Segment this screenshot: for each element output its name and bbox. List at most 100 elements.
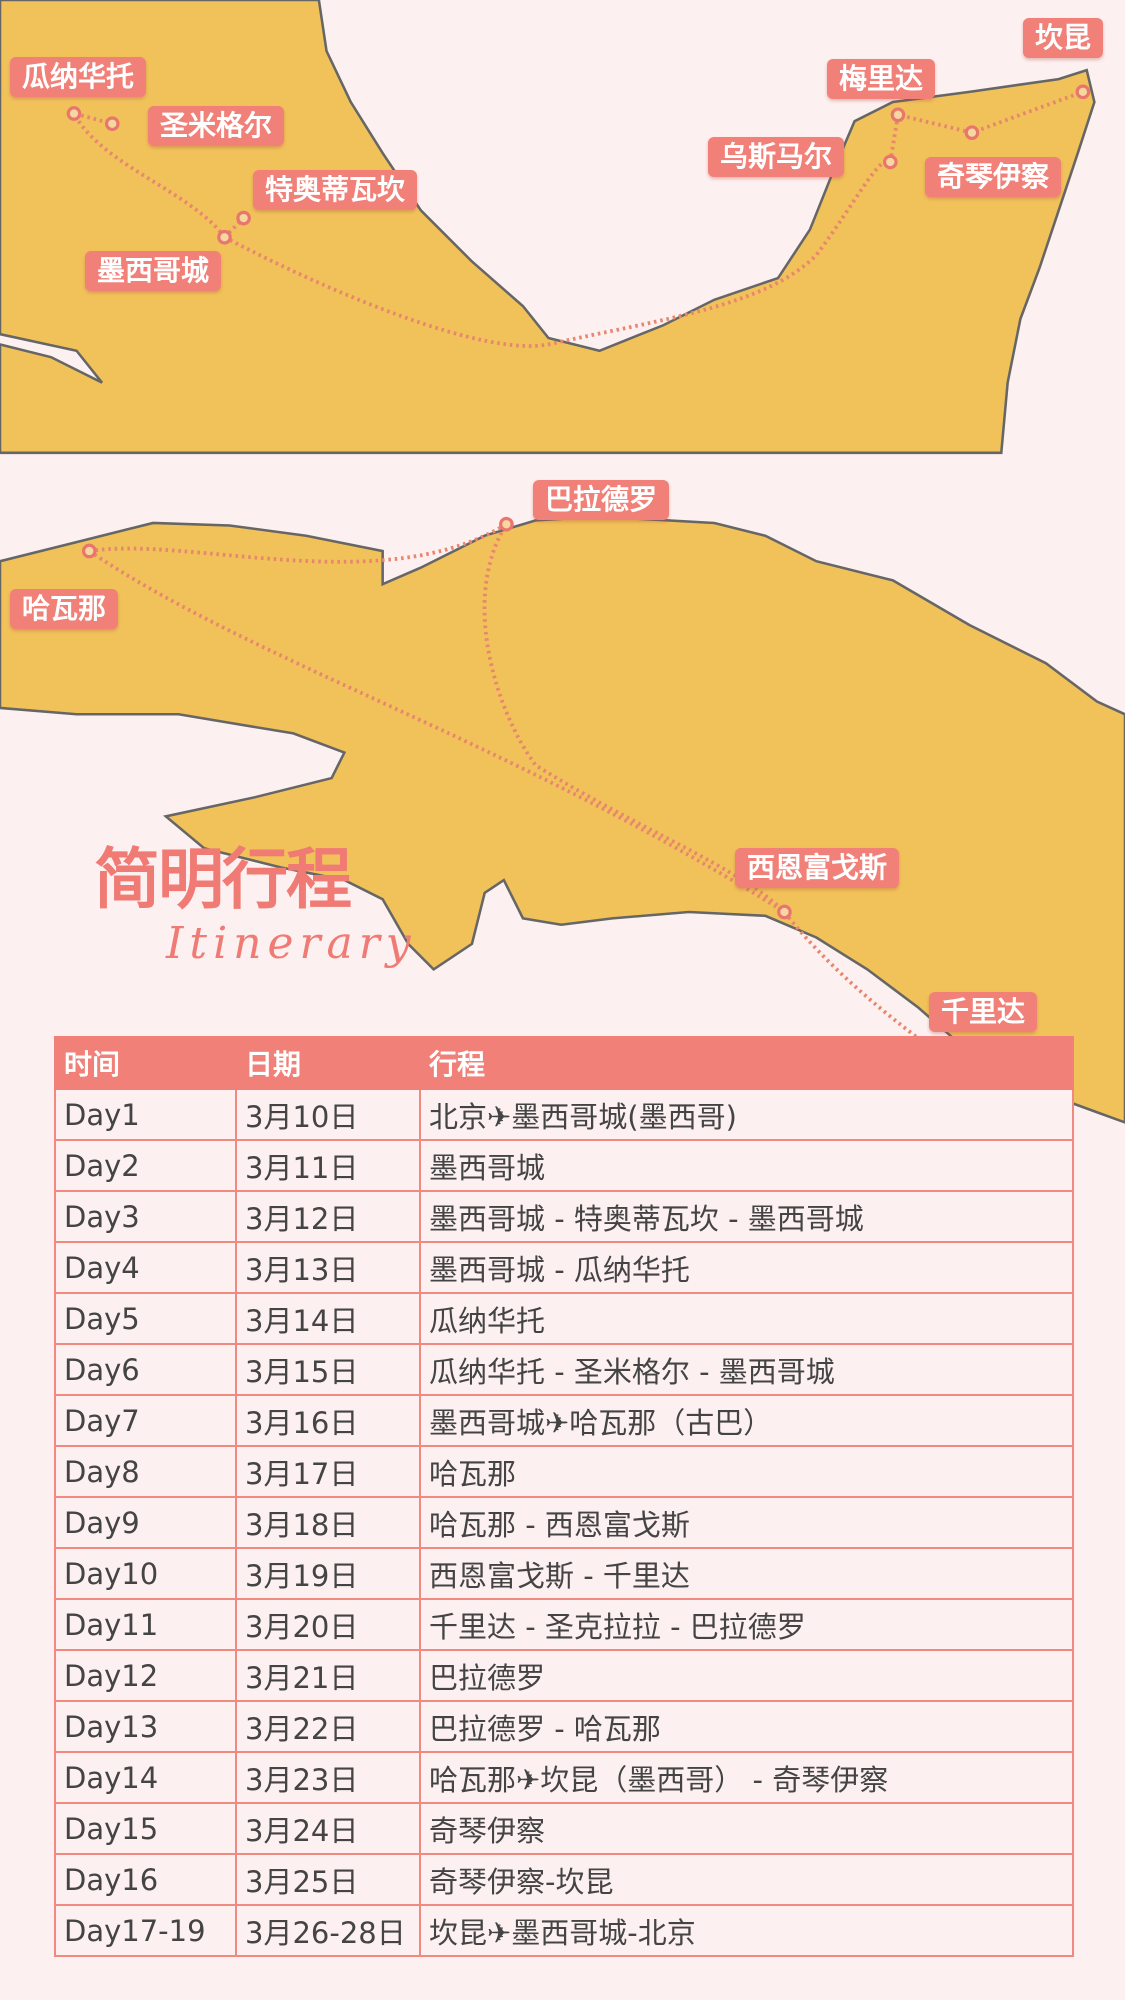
day-cell: Day16 <box>54 1853 237 1906</box>
date-cell: 3月25日 <box>235 1853 421 1906</box>
date-cell: 3月21日 <box>235 1649 421 1702</box>
location-marker <box>66 106 82 121</box>
day-cell: Day10 <box>54 1547 237 1600</box>
date-cell: 3月24日 <box>235 1802 421 1855</box>
day-cell: Day8 <box>54 1445 237 1498</box>
route-lines <box>70 90 1084 1054</box>
map-label-guanajuato: 瓜纳华托 <box>10 57 147 97</box>
route-cell: 墨西哥城 - 特奥蒂瓦坎 - 墨西哥城 <box>419 1190 1074 1243</box>
date-cell: 3月20日 <box>235 1598 421 1651</box>
map-label-trinidad: 千里达 <box>929 992 1038 1032</box>
table-row: Day2 3月11日 墨西哥城 <box>54 1139 1074 1192</box>
route-mexico-to-yucatan <box>223 90 1084 348</box>
day-cell: Day3 <box>54 1190 237 1243</box>
route-cell: 坎昆✈墨西哥城-北京 <box>419 1904 1074 1957</box>
date-cell: 3月18日 <box>235 1496 421 1549</box>
day-cell: Day14 <box>54 1751 237 1804</box>
day-cell: Day5 <box>54 1292 237 1345</box>
day-cell: Day2 <box>54 1139 237 1192</box>
table-row: Day3 3月12日 墨西哥城 - 特奥蒂瓦坎 - 墨西哥城 <box>54 1190 1074 1243</box>
route-cell: 墨西哥城 - 瓜纳华托 <box>419 1241 1074 1294</box>
location-marker <box>217 229 232 245</box>
route-mexico-city-teotihuacan <box>223 216 245 239</box>
date-cell: 3月16日 <box>235 1394 421 1447</box>
route-cell: 瓜纳华托 - 圣米格尔 - 墨西哥城 <box>419 1343 1074 1396</box>
date-cell: 3月23日 <box>235 1751 421 1804</box>
route-cell: 哈瓦那✈坎昆（墨西哥） - 奇琴伊察 <box>419 1751 1074 1804</box>
map-label-cienfuegos: 西恩富戈斯 <box>735 848 900 888</box>
map-label-havana: 哈瓦那 <box>10 589 119 629</box>
route-cell: 哈瓦那 <box>419 1445 1074 1498</box>
day-cell: Day11 <box>54 1598 237 1651</box>
route-cell: 墨西哥城✈哈瓦那（古巴） <box>419 1394 1074 1447</box>
table-row: Day17-19 3月26-28日 坎昆✈墨西哥城-北京 <box>54 1904 1074 1957</box>
route-cuba-main <box>89 522 939 1054</box>
map-label-merida: 梅里达 <box>827 59 936 99</box>
map-label-san-miguel: 圣米格尔 <box>148 106 285 146</box>
location-marker <box>890 107 906 123</box>
location-marker <box>964 125 980 140</box>
table-row: Day9 3月18日 哈瓦那 - 西恩富戈斯 <box>54 1496 1074 1549</box>
date-cell: 3月13日 <box>235 1241 421 1294</box>
table-row: Day8 3月17日 哈瓦那 <box>54 1445 1074 1498</box>
cuba-land <box>0 515 1125 1124</box>
day-cell: Day9 <box>54 1496 237 1549</box>
route-cell: 千里达 - 圣克拉拉 - 巴拉德罗 <box>419 1598 1074 1651</box>
table-row: Day15 3月24日 奇琴伊察 <box>54 1802 1074 1855</box>
itinerary-table: 时间 日期 行程 Day1 3月10日 北京✈墨西哥城(墨西哥) Day2 3月11日墨… <box>54 1036 1074 1957</box>
table-header-row: 时间 日期 行程 <box>54 1036 1074 1090</box>
table-row: Day7 3月16日 墨西哥城✈哈瓦那（古巴） <box>54 1394 1074 1447</box>
location-marker <box>777 904 792 920</box>
location-marker <box>499 516 514 532</box>
map-label-cancun: 坎昆 <box>1023 18 1104 58</box>
map-label-mexico-city: 墨西哥城 <box>85 251 222 291</box>
map-label-varadero: 巴拉德罗 <box>533 480 670 520</box>
date-cell: 3月19日 <box>235 1547 421 1600</box>
day-cell: Day17-19 <box>54 1904 237 1957</box>
day-cell: Day13 <box>54 1700 237 1753</box>
table-row: Day16 3月25日 奇琴伊察-坎昆 <box>54 1853 1074 1906</box>
table-row: Day6 3月15日 瓜纳华托 - 圣米格尔 - 墨西哥城 <box>54 1343 1074 1396</box>
route-cell: 瓜纳华托 <box>419 1292 1074 1345</box>
header-date: 日期 <box>235 1036 421 1090</box>
table-row: Day4 3月13日 墨西哥城 - 瓜纳华托 <box>54 1241 1074 1294</box>
header-route: 行程 <box>419 1036 1074 1090</box>
location-marker <box>882 154 898 170</box>
route-cell: 奇琴伊察 <box>419 1802 1074 1855</box>
route-cell: 哈瓦那 - 西恩富戈斯 <box>419 1496 1074 1549</box>
day-cell: Day1 <box>54 1088 237 1141</box>
day-cell: Day15 <box>54 1802 237 1855</box>
table-row: Day5 3月14日 瓜纳华托 <box>54 1292 1074 1345</box>
table-row: Day14 3月23日 哈瓦那✈坎昆（墨西哥） - 奇琴伊察 <box>54 1751 1074 1804</box>
location-marker <box>1075 84 1091 100</box>
day-cell: Day6 <box>54 1343 237 1396</box>
table-row: Day12 3月21日 巴拉德罗 <box>54 1649 1074 1702</box>
route-cell: 墨西哥城 <box>419 1139 1074 1192</box>
section-subtitle: Itinerary <box>166 918 417 969</box>
table-row: Day10 3月19日 西恩富戈斯 - 千里达 <box>54 1547 1074 1600</box>
table-row: Day13 3月22日 巴拉德罗 - 哈瓦那 <box>54 1700 1074 1753</box>
date-cell: 3月17日 <box>235 1445 421 1498</box>
map-label-uxmal: 乌斯马尔 <box>708 137 845 177</box>
location-marker <box>104 116 120 132</box>
day-cell: Day12 <box>54 1649 237 1702</box>
date-cell: 3月10日 <box>235 1088 421 1141</box>
date-cell: 3月26-28日 <box>235 1904 421 1957</box>
table-row: Day1 3月10日 北京✈墨西哥城(墨西哥) <box>54 1088 1074 1141</box>
route-cell: 西恩富戈斯 - 千里达 <box>419 1547 1074 1600</box>
map-label-teotihuacan: 特奥蒂瓦坎 <box>253 170 418 210</box>
location-marker <box>81 543 97 559</box>
date-cell: 3月12日 <box>235 1190 421 1243</box>
route-cell: 巴拉德罗 <box>419 1649 1074 1702</box>
route-cell: 奇琴伊察-坎昆 <box>419 1853 1074 1906</box>
route-cell: 北京✈墨西哥城(墨西哥) <box>419 1088 1074 1141</box>
day-cell: Day7 <box>54 1394 237 1447</box>
location-marker <box>236 210 251 226</box>
route-cell: 巴拉德罗 - 哈瓦那 <box>419 1700 1074 1753</box>
header-time: 时间 <box>54 1036 237 1090</box>
day-cell: Day4 <box>54 1241 237 1294</box>
map-label-chichen-itza: 奇琴伊察 <box>925 157 1062 197</box>
date-cell: 3月11日 <box>235 1139 421 1192</box>
table-row: Day11 3月20日 千里达 - 圣克拉拉 - 巴拉德罗 <box>54 1598 1074 1651</box>
date-cell: 3月15日 <box>235 1343 421 1396</box>
